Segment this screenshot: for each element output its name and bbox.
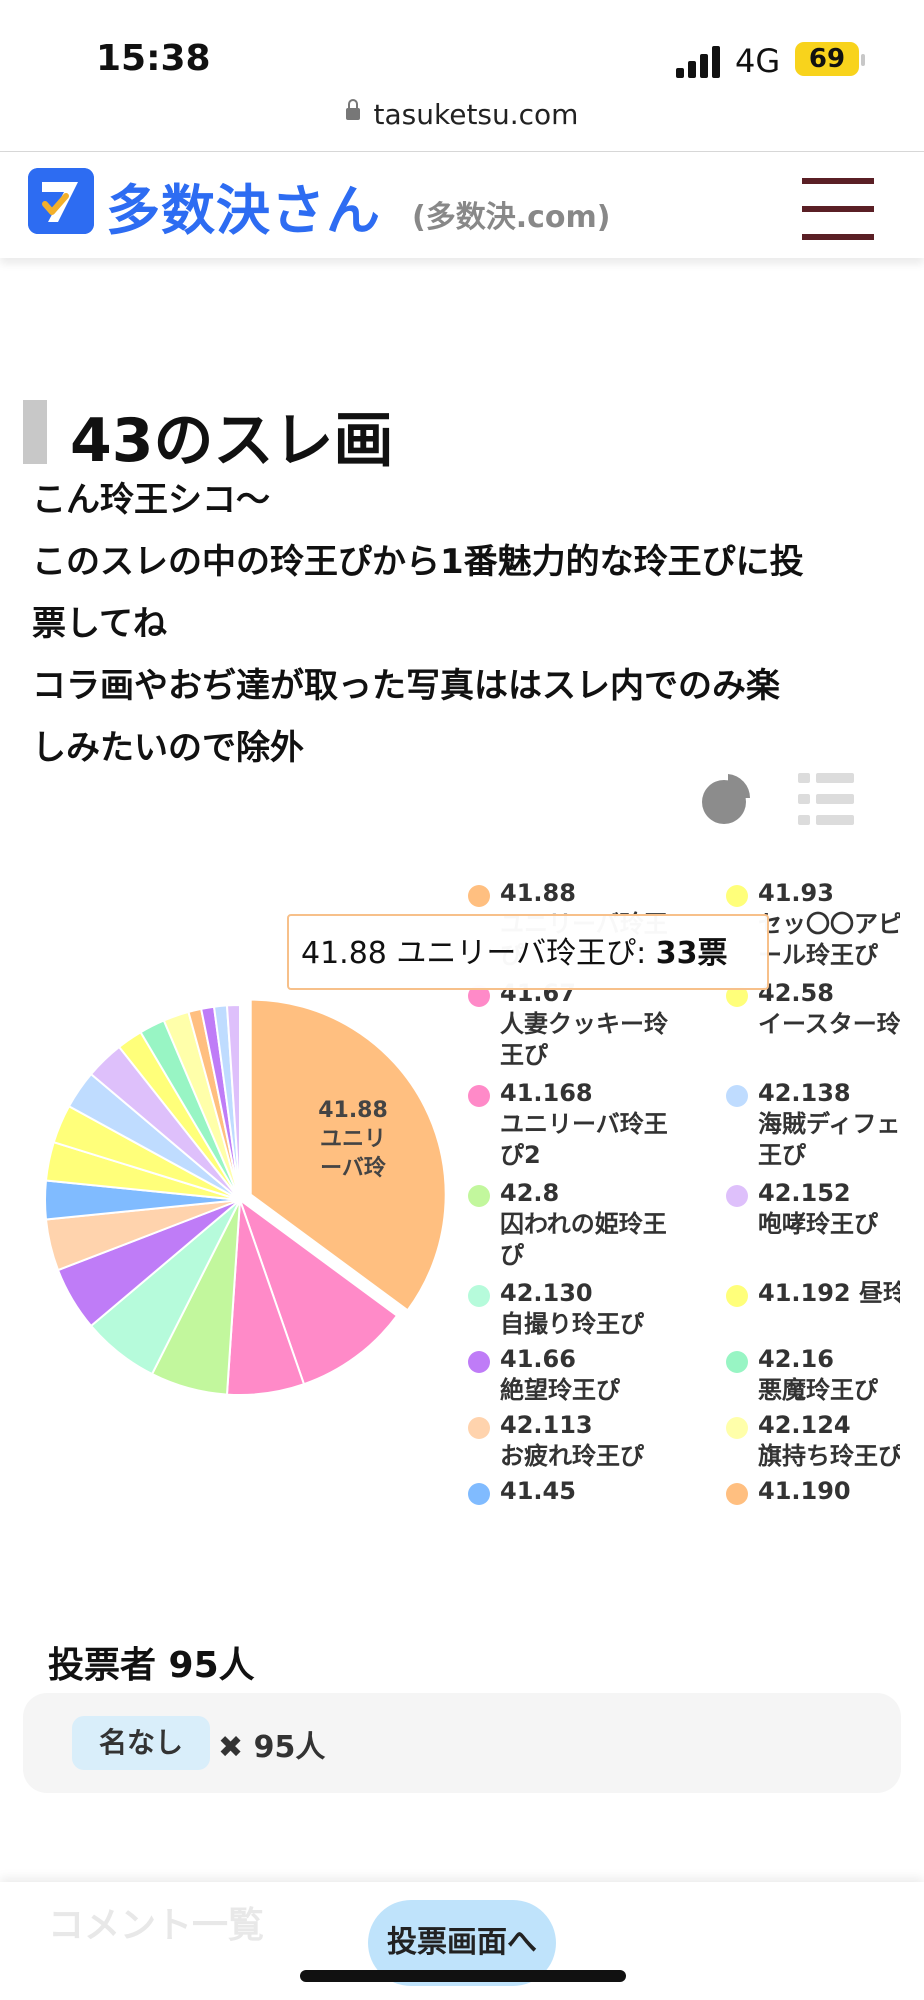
legend-swatch bbox=[468, 885, 490, 907]
url-text: tasuketsu.com bbox=[373, 98, 579, 131]
status-time: 15:38 bbox=[96, 38, 211, 79]
menu-icon[interactable] bbox=[802, 178, 874, 240]
battery-cap bbox=[861, 54, 865, 66]
tooltip-value: 33票 bbox=[655, 936, 728, 971]
legend-swatch bbox=[468, 1085, 490, 1107]
list-icon[interactable] bbox=[798, 773, 854, 825]
title-accent-bar bbox=[23, 400, 47, 464]
site-header bbox=[0, 152, 924, 258]
legend-label: 41.168 ユニリーバ玲王 ぴ2 bbox=[500, 1079, 668, 1169]
pie-chart-icon[interactable] bbox=[700, 770, 752, 826]
pie-slice[interactable] bbox=[237, 1197, 399, 1386]
tooltip-label: 41.88 ユニリーバ玲王ぴ: bbox=[301, 936, 647, 971]
logo-icon[interactable] bbox=[28, 168, 94, 234]
description-line: コラ画やおぢ達が取った写真ははスレ内でのみ楽 bbox=[32, 666, 780, 706]
legend-swatch bbox=[726, 1351, 748, 1373]
legend-swatch bbox=[468, 1351, 490, 1373]
voters-heading: 投票者 95人 bbox=[48, 1645, 255, 1686]
legend-label: 42.8 囚われの姫玲王 ぴ bbox=[500, 1179, 667, 1269]
logo-text[interactable]: 多数決さん bbox=[106, 179, 381, 242]
pie-slice[interactable] bbox=[249, 998, 447, 1312]
pie-slice[interactable] bbox=[225, 1003, 241, 1201]
legend-label: 42.130 自撮り玲王ぴ bbox=[500, 1279, 644, 1338]
pie-chart[interactable]: 41.88 ユニリ ーバ玲 bbox=[40, 990, 460, 1410]
url-bar[interactable]: tasuketsu.com bbox=[0, 98, 924, 131]
network-type: 4G bbox=[735, 42, 781, 80]
lock-icon bbox=[345, 99, 360, 120]
legend-swatch bbox=[726, 1085, 748, 1107]
description-line: こん玲王シコ〜 bbox=[32, 480, 270, 520]
description-line: しみたいので除外 bbox=[32, 728, 304, 768]
home-indicator bbox=[300, 1970, 626, 1982]
voter-count: ✖ 95人 bbox=[218, 1730, 326, 1765]
legend-swatch bbox=[726, 1185, 748, 1207]
legend-label: 42.138 海賊ディフェ 王ぴ bbox=[758, 1079, 901, 1169]
signal-icon bbox=[676, 46, 720, 78]
pie-label-line: 41.88 bbox=[318, 1098, 388, 1123]
battery-icon: 69 bbox=[795, 42, 859, 76]
legend-label: 41.190 bbox=[758, 1477, 851, 1505]
legend-swatch bbox=[468, 985, 490, 1007]
description-line: このスレの中の玲王ぴから1番魅力的な玲王ぴに投 bbox=[32, 542, 804, 582]
legend-swatch bbox=[726, 1417, 748, 1439]
legend-label: 42.58 イースター玲 bbox=[758, 979, 901, 1038]
legend-overflow-clip bbox=[900, 870, 924, 1510]
legend-label: 42.16 悪魔玲王ぴ bbox=[758, 1345, 878, 1404]
legend-swatch bbox=[468, 1285, 490, 1307]
legend-label: 42.113 お疲れ玲王ぴ bbox=[500, 1411, 644, 1470]
legend-swatch bbox=[468, 1185, 490, 1207]
legend-swatch bbox=[468, 1417, 490, 1439]
legend-label: 41.93 セッ〇〇アピ ール玲王ぴ bbox=[758, 879, 902, 969]
voter-name-chip[interactable]: 名なし bbox=[72, 1716, 210, 1770]
description-line: 票してね bbox=[32, 604, 167, 644]
page-title: 43のスレ画 bbox=[70, 406, 394, 476]
pie-label-line: ーバ玲 bbox=[320, 1155, 387, 1181]
legend-label: 41.66 絶望玲王ぴ bbox=[500, 1345, 620, 1404]
legend-swatch bbox=[726, 1285, 748, 1307]
legend-label: 41.192 昼玲 bbox=[758, 1279, 907, 1307]
legend-label: 42.124 旗持ち玲王ぴ bbox=[758, 1411, 902, 1470]
chart-tooltip: 41.88 ユニリーバ玲王ぴ: 33票 bbox=[287, 914, 769, 990]
legend-swatch bbox=[726, 885, 748, 907]
legend-label: 41.45 bbox=[500, 1477, 576, 1505]
pie-label-line: ユニリ bbox=[320, 1127, 386, 1152]
legend-label: 42.152 咆哮玲王ぴ bbox=[758, 1179, 878, 1238]
logo-subtitle: (多数決.com) bbox=[412, 200, 611, 235]
legend-swatch bbox=[726, 985, 748, 1007]
legend-swatch bbox=[468, 1483, 490, 1505]
divider bbox=[0, 151, 924, 152]
legend-swatch bbox=[726, 1483, 748, 1505]
comments-heading: コメント一覧 bbox=[48, 1905, 265, 1946]
